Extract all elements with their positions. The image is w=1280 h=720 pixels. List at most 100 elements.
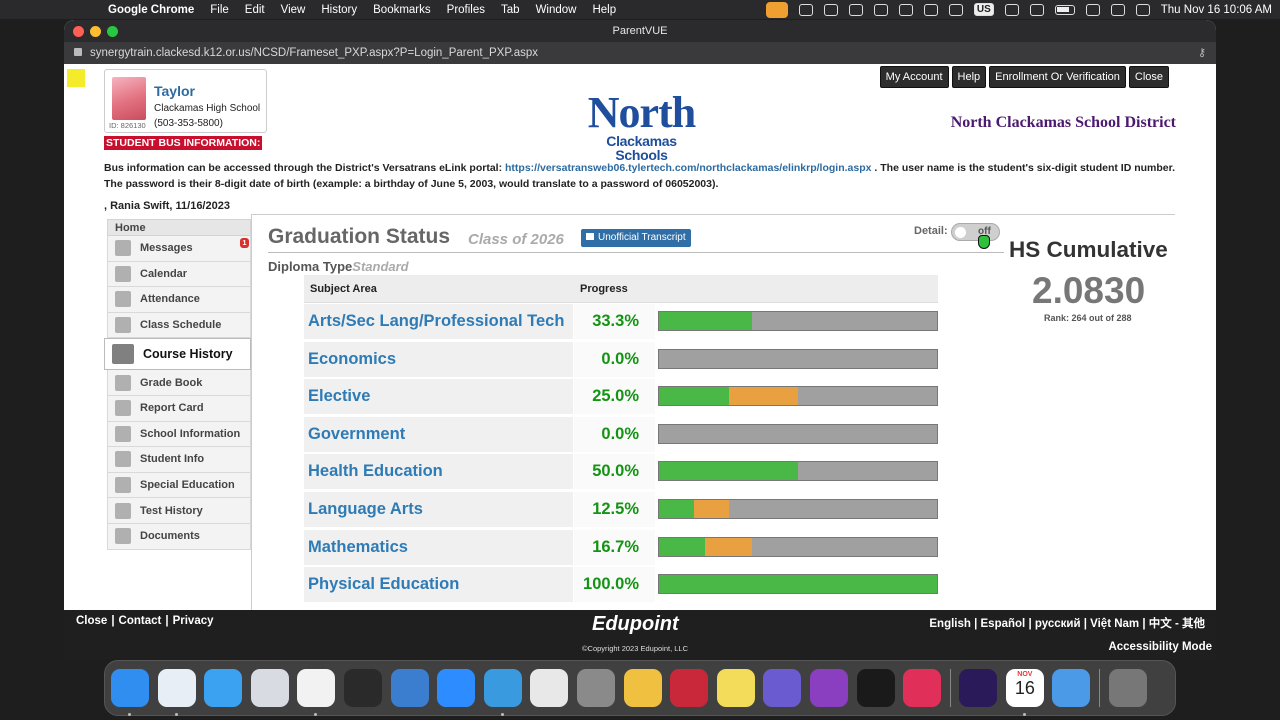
footer-close-link[interactable]: Close (76, 615, 108, 627)
dock-teams-helper-icon[interactable] (390, 669, 429, 707)
my-account-button[interactable]: My Account (879, 66, 949, 88)
display-icon[interactable] (848, 3, 863, 16)
dock-notes-icon[interactable] (716, 669, 755, 707)
dock-qr-reader-icon[interactable] (809, 669, 848, 707)
menu-view[interactable]: View (280, 3, 306, 16)
input-source[interactable]: US (973, 3, 994, 16)
menu-tab[interactable]: Tab (501, 3, 520, 16)
cumulative-gpa-value: 2.0830 (1032, 270, 1146, 311)
minimize-window-icon[interactable] (90, 26, 101, 37)
sidebar-item-messages[interactable]: Messages 1 (107, 236, 251, 262)
table-row: Mathematics 16.7% (304, 529, 938, 567)
sidebar-item-documents[interactable]: Documents (107, 523, 251, 550)
dock-weather-icon[interactable] (1052, 669, 1091, 707)
close-button[interactable]: Close (1128, 66, 1169, 88)
sidebar-item-special-education[interactable]: Special Education (107, 472, 251, 499)
subject-name[interactable]: Elective (304, 379, 573, 415)
moon-icon[interactable] (923, 3, 938, 16)
screen-icon[interactable] (823, 3, 838, 16)
address-bar[interactable]: synergytrain.clackesd.k12.or.us/NCSD/Fra… (64, 42, 1216, 64)
subject-name[interactable]: Mathematics (304, 529, 573, 565)
control-center-icon[interactable] (1135, 3, 1150, 16)
menu-history[interactable]: History (321, 3, 358, 16)
microphone-icon[interactable] (765, 1, 788, 18)
dock-audio-app-icon[interactable] (856, 669, 895, 707)
search-icon[interactable] (1110, 3, 1125, 16)
versatrans-link[interactable]: https://versatransweb06.tylertech.com/no… (505, 162, 872, 174)
student-card[interactable]: Taylor Clackamas High School (503-353-58… (104, 69, 267, 133)
footer-privacy-link[interactable]: Privacy (172, 615, 214, 627)
dock-idea-icon[interactable] (483, 669, 522, 716)
menu-help[interactable]: Help (592, 3, 617, 16)
class-rank: Rank: 264 out of 288 (1044, 313, 1132, 323)
unofficial-transcript-button[interactable]: Unofficial Transcript (581, 229, 691, 247)
sidebar-item-course-history[interactable]: Course History (104, 338, 251, 371)
subject-name[interactable]: Health Education (304, 454, 573, 490)
lang-russian[interactable]: русский (1034, 618, 1081, 630)
wifi-icon[interactable] (1085, 3, 1100, 16)
sidebar-home[interactable]: Home (107, 219, 251, 236)
progress-bar (658, 423, 938, 444)
sidebar-item-report-card[interactable]: Report Card (107, 395, 251, 422)
subject-name[interactable]: Government (304, 416, 573, 452)
menu-window[interactable]: Window (535, 3, 577, 16)
lang-espanol[interactable]: Español (980, 618, 1026, 630)
menu-file[interactable]: File (210, 3, 229, 16)
battery-icon[interactable] (1054, 4, 1075, 15)
mirror-icon[interactable] (948, 3, 963, 16)
zoom-window-icon[interactable] (107, 26, 118, 37)
dock-trash-icon[interactable] (1108, 669, 1147, 707)
dock-preview-icon[interactable] (530, 669, 569, 707)
dock-creative-cloud-icon[interactable] (903, 669, 942, 707)
dock-quicktime-icon[interactable] (343, 669, 382, 707)
subject-name[interactable]: Physical Education (304, 567, 573, 603)
enrollment-button[interactable]: Enrollment Or Verification (989, 66, 1126, 88)
dock-zoom-icon[interactable] (437, 669, 476, 707)
logo-clackamas: Clackamas Schools (606, 133, 677, 163)
dock-imovie-icon[interactable] (763, 669, 802, 707)
lang-english[interactable]: English (929, 618, 971, 630)
sidebar-item-class-schedule[interactable]: Class Schedule (107, 312, 251, 339)
sidebar-item-label: Documents (140, 530, 200, 543)
subject-name[interactable]: Language Arts (304, 491, 573, 527)
dock-photo-booth-icon[interactable] (670, 669, 709, 707)
footer-contact-link[interactable]: Contact (118, 615, 162, 627)
key-icon[interactable]: ⚷ (1197, 47, 1206, 59)
subject-name[interactable]: Economics (304, 341, 573, 377)
clock[interactable]: Thu Nov 16 10:06 AM (1160, 3, 1272, 16)
bluetooth-icon[interactable] (1029, 3, 1044, 16)
lang-chinese-other[interactable]: 中文 - 其他 (1148, 618, 1205, 630)
dock-photos-icon[interactable] (623, 669, 662, 707)
close-window-icon[interactable] (73, 26, 84, 37)
sidebar-item-grade-book[interactable]: Grade Book (107, 370, 251, 396)
window-title: ParentVUE (612, 25, 668, 37)
dock-screen-sharing-icon[interactable] (250, 669, 289, 707)
window-icon[interactable] (898, 3, 913, 16)
accessibility-mode-link[interactable]: Accessibility Mode (1108, 641, 1212, 653)
menu-app[interactable]: Google Chrome (108, 3, 195, 16)
menu-bookmarks[interactable]: Bookmarks (373, 3, 431, 16)
dock-finder-icon[interactable] (111, 669, 149, 716)
sidebar-item-student-info[interactable]: Student Info (107, 447, 251, 473)
subject-name[interactable]: Arts/Sec Lang/Professional Tech (304, 304, 573, 339)
dock-safari-icon[interactable] (204, 669, 243, 707)
url-text[interactable]: synergytrain.clackesd.k12.or.us/NCSD/Fra… (90, 47, 539, 59)
menu-profiles[interactable]: Profiles (446, 3, 486, 16)
record-icon[interactable] (798, 3, 813, 16)
help-button[interactable]: Help (951, 66, 987, 88)
menu-edit[interactable]: Edit (244, 3, 265, 16)
translate-icon[interactable] (873, 3, 888, 16)
dock-premiere-pro-icon[interactable] (959, 669, 998, 707)
dock-chrome-icon[interactable] (297, 669, 336, 716)
sidebar-item-school-information[interactable]: School Information (107, 421, 251, 448)
dock-north-clackamas-icon[interactable] (157, 669, 196, 716)
sidebar-item-attendance[interactable]: Attendance (107, 287, 251, 313)
sidebar-item-test-history[interactable]: Test History (107, 498, 251, 524)
lock-icon[interactable] (74, 48, 82, 56)
volume-icon[interactable] (1004, 3, 1019, 16)
dock-system-settings-icon[interactable] (576, 669, 615, 707)
sidebar-item-calendar[interactable]: Calendar (107, 261, 251, 288)
dock-calendar-icon[interactable]: NOV 16 (1005, 669, 1044, 716)
detail-toggle[interactable]: off (951, 223, 1000, 241)
lang-vietnamese[interactable]: Việt Nam (1090, 618, 1140, 630)
